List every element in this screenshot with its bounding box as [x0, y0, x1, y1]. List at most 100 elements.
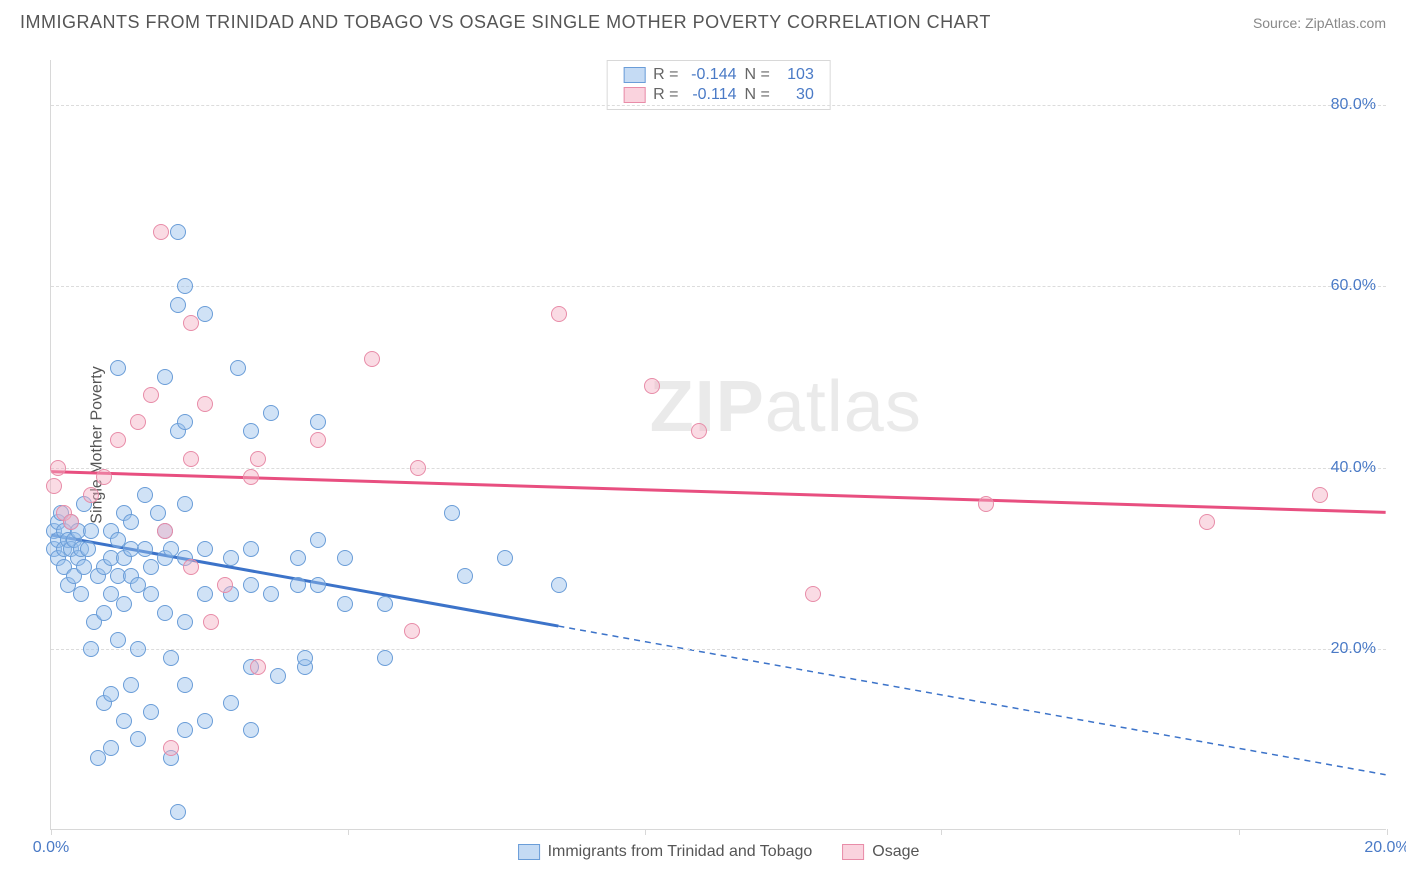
data-point — [110, 632, 126, 648]
data-point — [230, 360, 246, 376]
gridline — [51, 105, 1386, 106]
data-point — [177, 677, 193, 693]
data-point — [46, 478, 62, 494]
source-label: Source: ZipAtlas.com — [1253, 15, 1386, 31]
data-point — [243, 423, 259, 439]
data-point — [805, 586, 821, 602]
correlation-scatter-chart: Single Mother Poverty ZIPatlas R =-0.144… — [50, 60, 1386, 830]
data-point — [243, 541, 259, 557]
data-point — [157, 605, 173, 621]
data-point — [243, 469, 259, 485]
legend-series-name: Immigrants from Trinidad and Tobago — [548, 843, 813, 861]
data-point — [143, 586, 159, 602]
data-point — [297, 650, 313, 666]
stats-legend: R =-0.144N =103R =-0.114N =30 — [606, 60, 831, 110]
data-point — [223, 550, 239, 566]
data-point — [130, 414, 146, 430]
data-point — [337, 596, 353, 612]
data-point — [96, 605, 112, 621]
data-point — [310, 414, 326, 430]
data-point — [157, 523, 173, 539]
data-point — [83, 487, 99, 503]
data-point — [497, 550, 513, 566]
data-point — [116, 713, 132, 729]
data-point — [183, 451, 199, 467]
x-tick — [51, 829, 52, 835]
legend-item: Immigrants from Trinidad and Tobago — [518, 843, 813, 861]
data-point — [263, 405, 279, 421]
data-point — [404, 623, 420, 639]
data-point — [73, 586, 89, 602]
data-point — [50, 460, 66, 476]
data-point — [80, 541, 96, 557]
data-point — [310, 432, 326, 448]
stat-n-value: 30 — [778, 86, 814, 104]
data-point — [116, 596, 132, 612]
data-point — [410, 460, 426, 476]
data-point — [123, 677, 139, 693]
legend-swatch — [623, 87, 645, 103]
data-point — [270, 668, 286, 684]
data-point — [310, 532, 326, 548]
data-point — [83, 523, 99, 539]
data-point — [203, 614, 219, 630]
legend-row: R =-0.114N =30 — [619, 85, 818, 105]
legend-swatch — [518, 844, 540, 860]
data-point — [143, 387, 159, 403]
data-point — [177, 278, 193, 294]
data-point — [157, 369, 173, 385]
stat-r-value: -0.114 — [687, 86, 737, 104]
legend-swatch — [623, 67, 645, 83]
data-point — [1312, 487, 1328, 503]
data-point — [170, 804, 186, 820]
data-point — [96, 469, 112, 485]
data-point — [150, 505, 166, 521]
data-point — [197, 586, 213, 602]
data-point — [170, 224, 186, 240]
legend-row: R =-0.144N =103 — [619, 65, 818, 85]
legend-swatch — [842, 844, 864, 860]
data-point — [290, 577, 306, 593]
x-tick — [348, 829, 349, 835]
x-tick — [645, 829, 646, 835]
x-tick-label: 0.0% — [33, 839, 69, 857]
data-point — [130, 731, 146, 747]
y-tick-label: 60.0% — [1331, 277, 1376, 295]
data-point — [377, 650, 393, 666]
data-point — [364, 351, 380, 367]
data-point — [1199, 514, 1215, 530]
data-point — [183, 559, 199, 575]
y-tick-label: 20.0% — [1331, 640, 1376, 658]
data-point — [103, 686, 119, 702]
gridline — [51, 286, 1386, 287]
y-tick-label: 40.0% — [1331, 459, 1376, 477]
data-point — [63, 514, 79, 530]
data-point — [243, 577, 259, 593]
data-point — [223, 695, 239, 711]
y-tick-label: 80.0% — [1331, 96, 1376, 114]
data-point — [250, 659, 266, 675]
data-point — [243, 722, 259, 738]
watermark: ZIPatlas — [650, 366, 922, 448]
data-point — [183, 315, 199, 331]
data-point — [153, 224, 169, 240]
x-tick — [1239, 829, 1240, 835]
data-point — [130, 641, 146, 657]
data-point — [177, 614, 193, 630]
data-point — [177, 722, 193, 738]
data-point — [551, 577, 567, 593]
data-point — [337, 550, 353, 566]
data-point — [143, 704, 159, 720]
x-tick — [1387, 829, 1388, 835]
data-point — [197, 541, 213, 557]
gridline — [51, 649, 1386, 650]
data-point — [197, 713, 213, 729]
stat-r-label: R = — [649, 85, 682, 105]
data-point — [177, 414, 193, 430]
data-point — [137, 541, 153, 557]
data-point — [263, 586, 279, 602]
data-point — [444, 505, 460, 521]
series-legend: Immigrants from Trinidad and TobagoOsage — [518, 843, 920, 861]
stat-n-value: 103 — [778, 66, 814, 84]
data-point — [377, 596, 393, 612]
